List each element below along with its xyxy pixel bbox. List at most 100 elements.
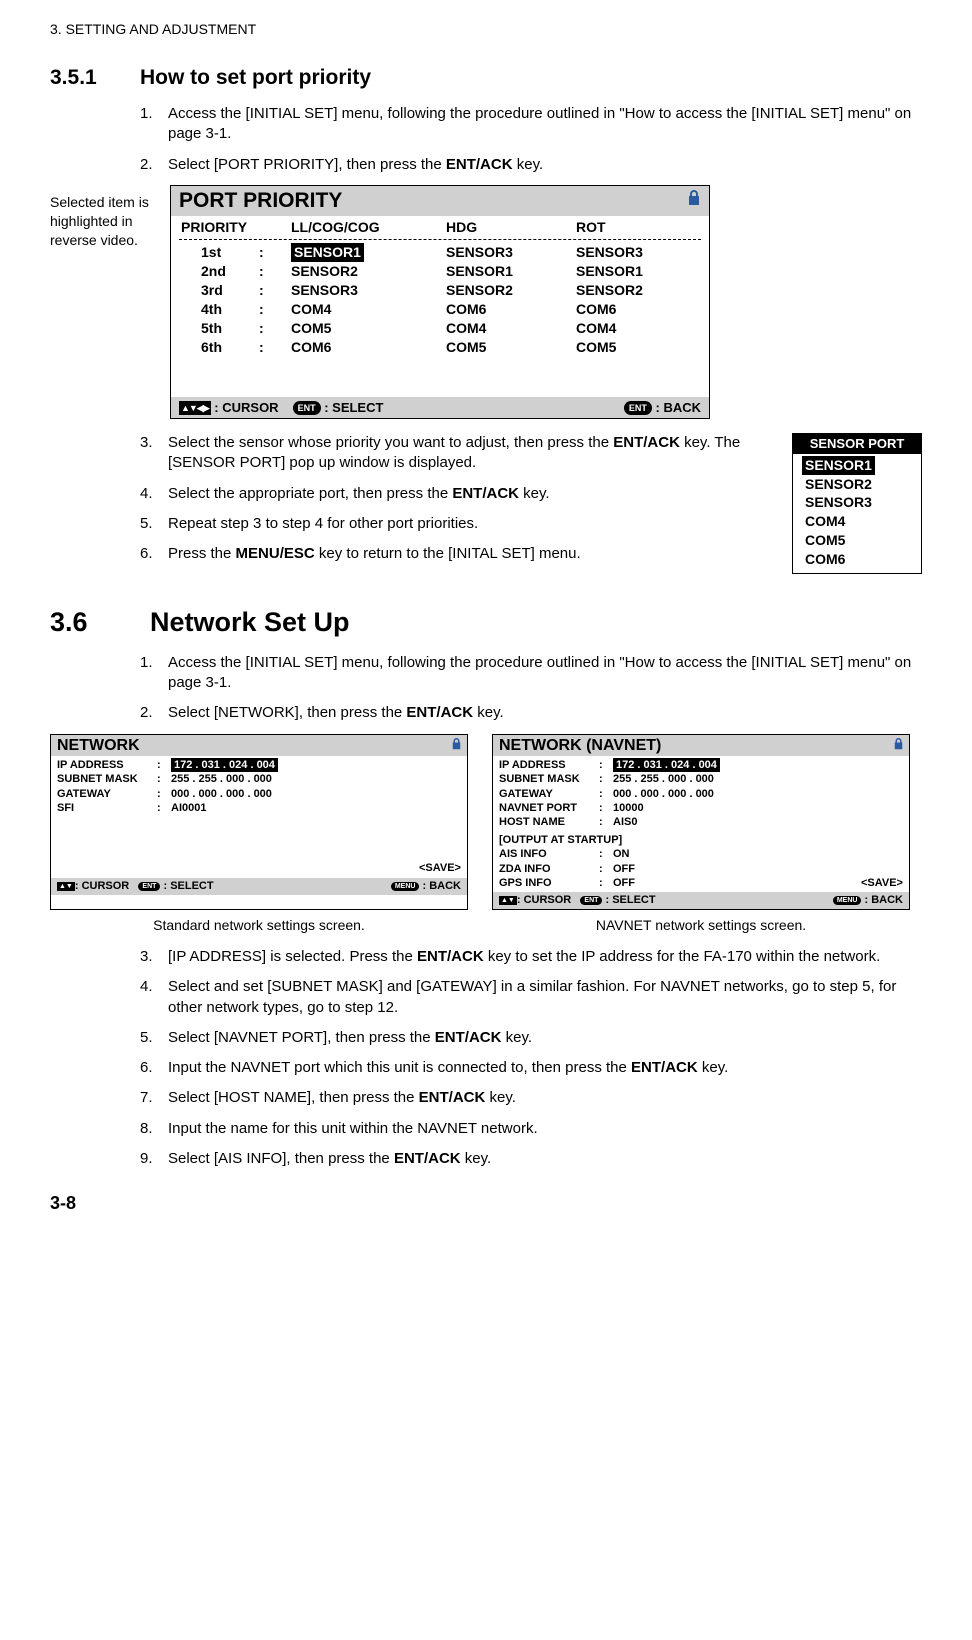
heading-351: 3.5.1How to set port priority xyxy=(50,64,922,92)
heading-num: 3.6 xyxy=(50,604,150,640)
step-num: 4. xyxy=(140,484,168,504)
heading-36: 3.6Network Set Up xyxy=(50,604,922,640)
popup-item[interactable]: SENSOR3 xyxy=(805,493,913,512)
priority-table: 1st:SENSOR1SENSOR3SENSOR3 2nd:SENSOR2SEN… xyxy=(171,243,709,396)
table-row: 4th:COM4COM6COM6 xyxy=(201,300,699,319)
ent-key-icon: ENT xyxy=(624,401,652,415)
ent-key-icon: ENT xyxy=(293,401,321,415)
step-text: [IP ADDRESS] is selected. Press the ENT/… xyxy=(168,947,922,967)
popup-item[interactable]: COM5 xyxy=(805,531,913,550)
step-text: Select the sensor whose priority you wan… xyxy=(168,433,776,474)
heading-num: 3.5.1 xyxy=(50,64,140,92)
port-priority-menu: PORT PRIORITY PRIORITY LL/COG/COG HDG RO… xyxy=(170,185,710,419)
popup-item[interactable]: COM4 xyxy=(805,512,913,531)
ent-key-icon: ENT xyxy=(138,882,160,891)
caption-right: NAVNET network settings screen. xyxy=(492,912,910,935)
popup-item-selected[interactable]: SENSOR1 xyxy=(802,456,875,475)
step-num: 2. xyxy=(140,155,168,175)
table-row: ZDA INFO:OFF xyxy=(499,862,903,876)
step-text: Input the name for this unit within the … xyxy=(168,1119,922,1139)
menu-footer: ▲▼: CURSOR ENT : SELECT MENU : BACK xyxy=(51,878,467,895)
table-row: AIS INFO:ON xyxy=(499,847,903,861)
arrows-icon: ▲▼◀▶ xyxy=(179,401,211,415)
table-header-row: PRIORITY LL/COG/COG HDG ROT xyxy=(171,216,709,237)
network-menu-standard: NETWORK IP ADDRESS:172 . 031 . 024 . 004… xyxy=(50,734,468,911)
selected-cell[interactable]: 172 . 031 . 024 . 004 xyxy=(613,758,720,772)
heading-title: Network Set Up xyxy=(150,607,350,637)
step-num: 8. xyxy=(140,1119,168,1139)
lock-icon xyxy=(451,738,462,750)
save-label[interactable]: <SAVE> xyxy=(861,876,903,891)
step-num: 2. xyxy=(140,703,168,723)
popup-item[interactable]: SENSOR2 xyxy=(805,475,913,494)
step-num: 5. xyxy=(140,514,168,534)
table-row: GPS INFO:OFF xyxy=(499,876,903,890)
step-text: Press the MENU/ESC key to return to the … xyxy=(168,544,776,564)
table-row: 5th:COM5COM4COM4 xyxy=(201,319,699,338)
step-text: Repeat step 3 to step 4 for other port p… xyxy=(168,514,776,534)
menu-title: PORT PRIORITY xyxy=(171,186,709,216)
step-num: 7. xyxy=(140,1088,168,1108)
network-menu-navnet: NETWORK (NAVNET) IP ADDRESS:172 . 031 . … xyxy=(492,734,910,911)
step-num: 1. xyxy=(140,653,168,694)
step-text: Access the [INITIAL SET] menu, following… xyxy=(168,104,922,145)
chapter-header: 3. SETTING AND ADJUSTMENT xyxy=(50,20,922,39)
table-row: HOST NAME:AIS0 xyxy=(499,815,903,829)
step-num: 9. xyxy=(140,1149,168,1169)
table-row: NAVNET PORT:10000 xyxy=(499,801,903,815)
step-num: 3. xyxy=(140,433,168,474)
step-num: 3. xyxy=(140,947,168,967)
table-row: SUBNET MASK:255 . 255 . 000 . 000 xyxy=(57,772,461,786)
menu-key-icon: MENU xyxy=(833,896,862,905)
step-text: Select [AIS INFO], then press the ENT/AC… xyxy=(168,1149,922,1169)
table-row: GATEWAY:000 . 000 . 000 . 000 xyxy=(57,787,461,801)
col-header: HDG xyxy=(446,218,576,237)
heading-title: How to set port priority xyxy=(140,66,371,89)
table-row: 6th:COM6COM5COM5 xyxy=(201,338,699,357)
table-row: 2nd:SENSOR2SENSOR1SENSOR1 xyxy=(201,262,699,281)
table-row: IP ADDRESS:172 . 031 . 024 . 004 xyxy=(57,758,461,772)
callout-label: Selected item is highlighted in reverse … xyxy=(50,185,170,419)
popup-item[interactable]: COM6 xyxy=(805,550,913,569)
save-label[interactable]: <SAVE> xyxy=(419,861,461,876)
table-row: SUBNET MASK:255 . 255 . 000 . 000 xyxy=(499,772,903,786)
lock-icon xyxy=(687,190,701,206)
step-text: Select the appropriate port, then press … xyxy=(168,484,776,504)
lock-icon xyxy=(893,738,904,750)
step-num: 4. xyxy=(140,977,168,1018)
step-num: 1. xyxy=(140,104,168,145)
step-text: Select [NAVNET PORT], then press the ENT… xyxy=(168,1028,922,1048)
table-row: IP ADDRESS:172 . 031 . 024 . 004 xyxy=(499,758,903,772)
menu-key-icon: MENU xyxy=(391,882,420,891)
step-text: Select [PORT PRIORITY], then press the E… xyxy=(168,155,922,175)
popup-title: SENSOR PORT xyxy=(793,434,921,454)
step-text: Select and set [SUBNET MASK] and [GATEWA… xyxy=(168,977,922,1018)
selected-cell[interactable]: 172 . 031 . 024 . 004 xyxy=(171,758,278,772)
sensor-port-popup: SENSOR PORT SENSOR1 SENSOR2 SENSOR3 COM4… xyxy=(792,433,922,574)
step-text: Select [HOST NAME], then press the ENT/A… xyxy=(168,1088,922,1108)
table-row: 1st:SENSOR1SENSOR3SENSOR3 xyxy=(201,243,699,262)
page-number: 3-8 xyxy=(50,1191,922,1215)
col-header: ROT xyxy=(576,218,696,237)
menu-title: NETWORK (NAVNET) xyxy=(493,735,909,757)
ent-key-icon: ENT xyxy=(580,896,602,905)
table-row: GATEWAY:000 . 000 . 000 . 000 xyxy=(499,787,903,801)
menu-footer: ▲▼: CURSOR ENT : SELECT MENU : BACK xyxy=(493,892,909,909)
table-row: 3rd:SENSOR3SENSOR2SENSOR2 xyxy=(201,281,699,300)
step-text: Access the [INITIAL SET] menu, following… xyxy=(168,653,922,694)
step-num: 5. xyxy=(140,1028,168,1048)
arrows-icon: ▲▼ xyxy=(499,896,517,905)
caption-left: Standard network settings screen. xyxy=(50,912,468,935)
menu-title: NETWORK xyxy=(51,735,467,757)
step-num: 6. xyxy=(140,1058,168,1078)
step-text: Input the NAVNET port which this unit is… xyxy=(168,1058,922,1078)
step-text: Select [NETWORK], then press the ENT/ACK… xyxy=(168,703,922,723)
selected-cell[interactable]: SENSOR1 xyxy=(291,243,364,262)
divider xyxy=(179,239,701,240)
arrows-icon: ▲▼ xyxy=(57,882,75,891)
col-header: PRIORITY xyxy=(181,218,291,237)
col-header: LL/COG/COG xyxy=(291,218,446,237)
section-label: [OUTPUT AT STARTUP] xyxy=(499,833,903,848)
table-row: SFI:AI0001 xyxy=(57,801,461,815)
step-num: 6. xyxy=(140,544,168,564)
